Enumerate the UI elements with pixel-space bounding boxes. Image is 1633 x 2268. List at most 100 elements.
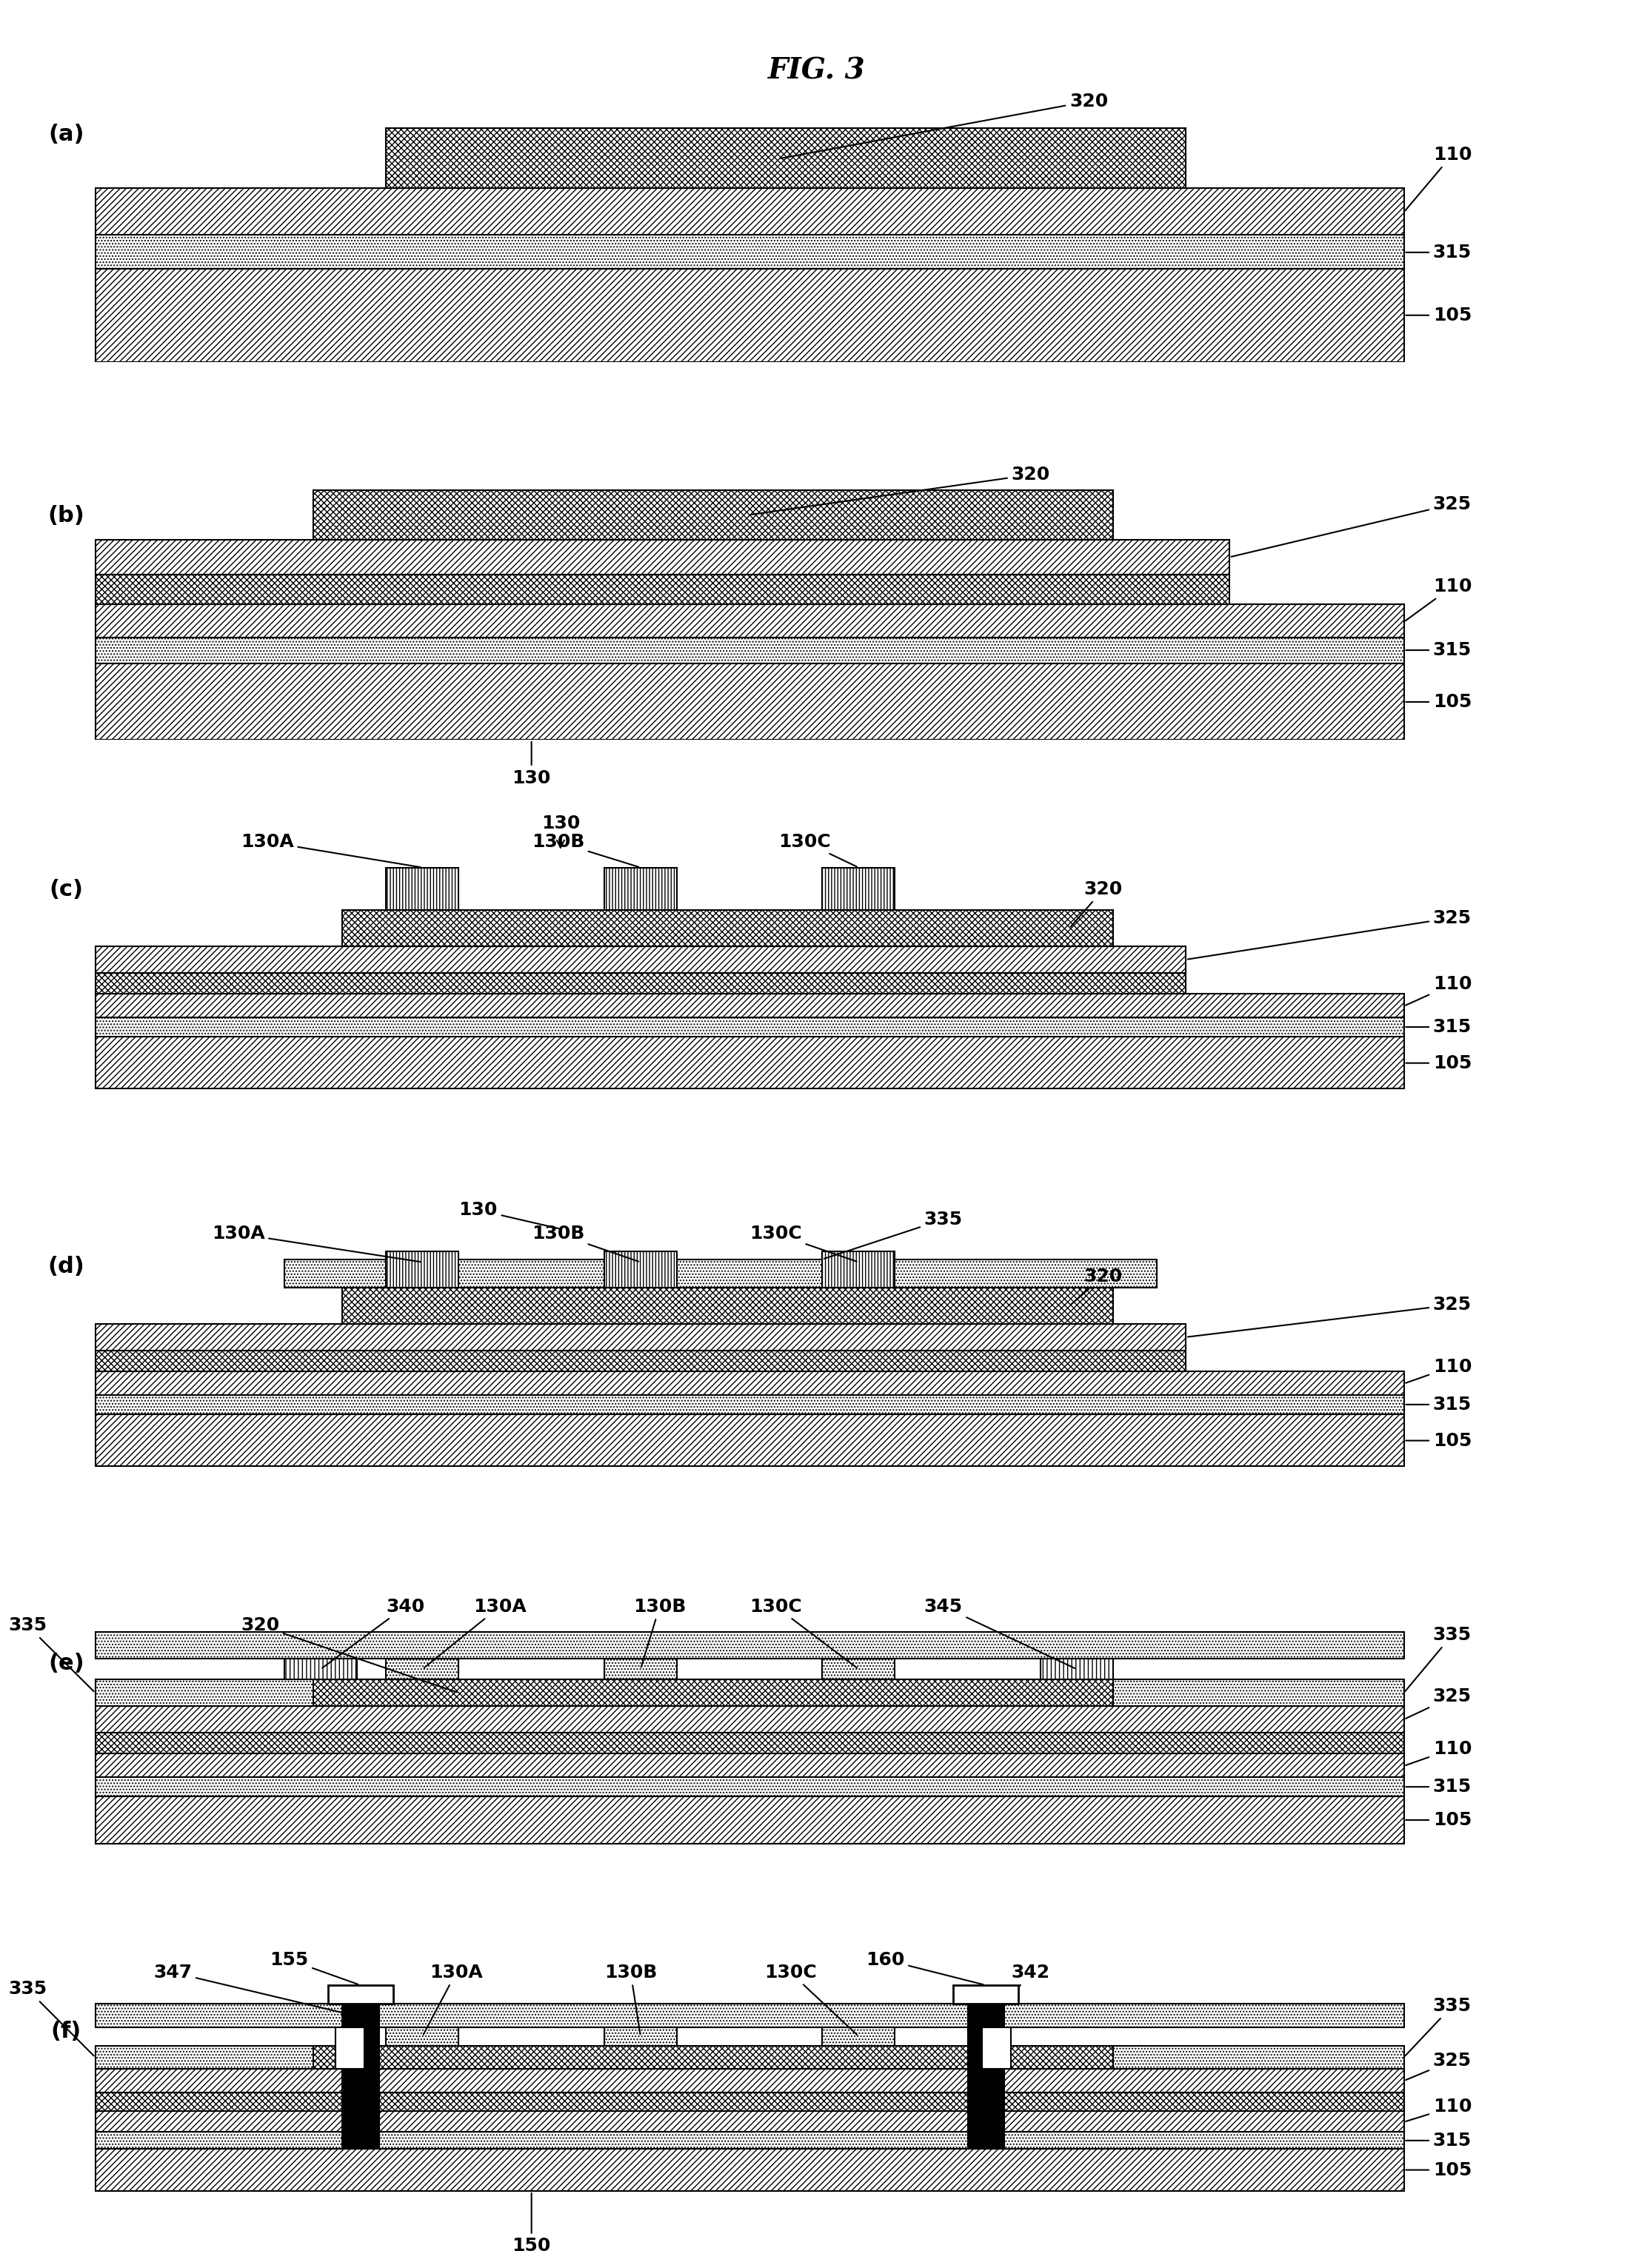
Text: 320: 320 xyxy=(1071,1268,1122,1304)
Bar xyxy=(95,1413,1404,1465)
Text: (d): (d) xyxy=(47,1256,85,1277)
Text: FIG. 3: FIG. 3 xyxy=(768,57,865,84)
Bar xyxy=(954,1984,1019,2003)
Text: 325: 325 xyxy=(1187,909,1471,959)
Text: 325: 325 xyxy=(1406,1687,1471,1719)
Text: 105: 105 xyxy=(1406,1055,1471,1073)
Text: 130C: 130C xyxy=(764,1964,857,2034)
Bar xyxy=(95,2068,1404,2093)
Text: 340: 340 xyxy=(322,1597,425,1667)
Bar xyxy=(343,1288,1114,1325)
Bar xyxy=(604,2028,676,2046)
Bar xyxy=(95,1372,1404,1395)
Bar xyxy=(95,2093,1404,2112)
Text: 130B: 130B xyxy=(634,1597,686,1667)
Text: 130C: 130C xyxy=(750,1225,857,1261)
Text: 335: 335 xyxy=(825,1211,962,1259)
Bar xyxy=(95,236,1404,268)
Text: 335: 335 xyxy=(8,1617,93,1692)
Text: 320: 320 xyxy=(1071,880,1122,928)
Bar xyxy=(604,869,676,909)
Text: 335: 335 xyxy=(1404,1626,1471,1692)
Bar xyxy=(385,869,459,909)
Bar xyxy=(95,1395,1404,1413)
Text: 315: 315 xyxy=(1406,1018,1471,1036)
Text: 105: 105 xyxy=(1406,694,1471,710)
Bar xyxy=(95,268,1404,363)
Bar xyxy=(95,1633,1404,1658)
Bar xyxy=(343,909,1114,946)
Bar xyxy=(314,1681,1114,1706)
Text: 110: 110 xyxy=(1406,1359,1471,1383)
Bar xyxy=(95,637,1404,662)
Bar xyxy=(95,1753,1404,1778)
Bar xyxy=(95,1706,1404,1733)
Bar xyxy=(95,1349,1186,1372)
Bar xyxy=(385,1658,459,1681)
Bar xyxy=(385,127,1186,188)
Bar xyxy=(328,1984,394,2003)
Bar xyxy=(284,1658,358,1681)
Bar xyxy=(314,2046,1114,2068)
Bar xyxy=(1114,2046,1404,2068)
Bar xyxy=(95,2112,1404,2132)
Bar xyxy=(823,1252,895,1288)
Text: 335: 335 xyxy=(1406,1998,1471,2055)
Bar xyxy=(981,2028,1011,2068)
Bar xyxy=(284,1259,1156,1288)
Bar xyxy=(95,1733,1404,1753)
Text: 130: 130 xyxy=(541,814,580,848)
Text: 105: 105 xyxy=(1406,306,1471,324)
Text: 342: 342 xyxy=(998,1964,1050,2012)
Text: 315: 315 xyxy=(1406,1778,1471,1796)
Bar xyxy=(95,1681,385,1706)
Text: 320: 320 xyxy=(240,1617,457,1692)
Bar xyxy=(95,2148,1404,2191)
Bar xyxy=(385,1252,459,1288)
Text: 325: 325 xyxy=(1231,494,1471,556)
Text: (f): (f) xyxy=(51,2021,82,2041)
Text: 130: 130 xyxy=(459,1202,558,1229)
Bar xyxy=(335,2028,364,2068)
Text: 315: 315 xyxy=(1406,243,1471,261)
Text: 110: 110 xyxy=(1406,578,1471,621)
Bar xyxy=(1040,1658,1114,1681)
Text: 315: 315 xyxy=(1406,2132,1471,2150)
Text: 347: 347 xyxy=(154,1964,348,2014)
Text: 130A: 130A xyxy=(425,1597,526,1667)
Bar xyxy=(95,2132,1404,2148)
Bar xyxy=(95,1796,1404,1844)
Bar xyxy=(385,2028,459,2046)
Bar xyxy=(95,973,1186,993)
Bar xyxy=(95,574,1230,603)
Bar xyxy=(95,1018,1404,1036)
Text: 320: 320 xyxy=(751,465,1050,515)
Bar xyxy=(95,946,1186,973)
Bar xyxy=(95,540,1230,574)
Bar xyxy=(95,2003,1404,2028)
Text: 320: 320 xyxy=(781,93,1109,159)
Bar xyxy=(95,1325,1186,1349)
Text: 335: 335 xyxy=(8,1980,93,2055)
Text: 110: 110 xyxy=(1406,975,1471,1005)
Text: 160: 160 xyxy=(865,1950,983,1984)
Text: 130C: 130C xyxy=(750,1597,857,1667)
Bar xyxy=(823,1658,895,1681)
Bar xyxy=(95,1778,1404,1796)
Bar xyxy=(95,662,1404,739)
Text: 130A: 130A xyxy=(212,1225,420,1261)
Text: 130C: 130C xyxy=(779,832,857,866)
Text: 110: 110 xyxy=(1406,1740,1471,1765)
Text: 130A: 130A xyxy=(423,1964,483,2034)
Text: 345: 345 xyxy=(924,1597,1075,1669)
Bar xyxy=(968,2003,1004,2148)
Text: 130A: 130A xyxy=(240,832,420,866)
Bar xyxy=(95,993,1404,1018)
Bar xyxy=(95,603,1404,637)
Bar xyxy=(343,2003,379,2148)
Bar xyxy=(95,2046,385,2068)
Text: 130B: 130B xyxy=(531,1225,639,1261)
Text: 325: 325 xyxy=(1187,1295,1471,1336)
Text: 315: 315 xyxy=(1406,642,1471,660)
Bar xyxy=(95,188,1404,236)
